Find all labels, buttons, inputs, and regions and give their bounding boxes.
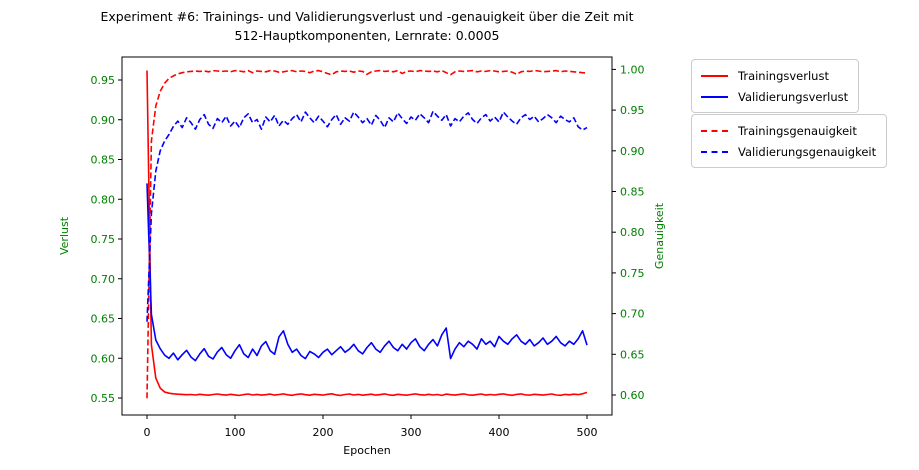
y-right-tick-label: 0.85 — [620, 186, 645, 199]
chart-title-line2: 512-Hauptkomponenten, Lernrate: 0.0005 — [235, 28, 500, 43]
x-tick-label: 500 — [577, 426, 598, 439]
trainingsgenauigkeit-line-sample-icon — [701, 129, 728, 132]
y-right-tick-label: 1.00 — [620, 63, 645, 76]
y-left-tick-label: 0.70 — [91, 273, 116, 286]
y-axis-label-left: Verlust — [58, 216, 71, 255]
y-right-tick-label: 0.70 — [620, 308, 645, 321]
legend-loss: Trainingsverlust Validierungsverlust — [691, 59, 860, 113]
y-left-tick-label: 0.95 — [91, 74, 116, 87]
axes-frame — [121, 56, 613, 416]
x-tick-label: 400 — [489, 426, 510, 439]
validierungsgenauigkeit-line-sample-icon — [701, 150, 728, 153]
y-right-tick-label: 0.80 — [620, 226, 645, 239]
y-left-tick-label: 0.60 — [91, 352, 116, 365]
y-left-tick-label: 0.65 — [91, 313, 116, 326]
chart-title-line1: Experiment #6: Trainings- und Validierun… — [100, 9, 633, 24]
y-left-tick-label: 0.55 — [91, 392, 116, 405]
legend-item: Trainingsgenauigkeit — [701, 120, 876, 141]
legend-item: Validierungsgenauigkeit — [701, 141, 876, 162]
y-right-tick-label: 0.90 — [620, 145, 645, 158]
y-left-tick-label: 0.75 — [91, 233, 116, 246]
series-line-trainingsgenauigkeit — [146, 69, 588, 399]
x-tick-label: 0 — [144, 426, 151, 439]
legend-item: Validierungsverlust — [701, 86, 848, 107]
x-tick-label: 300 — [401, 426, 422, 439]
series-lines — [146, 69, 588, 399]
axis-ticks: 0 100 200 300 400 500 0.55 0.60 0.65 0.70 0.75 0.80… — [91, 63, 645, 439]
y-right-tick-label: 0.95 — [620, 104, 645, 117]
series-line-trainingsverlust — [146, 70, 588, 397]
y-left-tick-label: 0.80 — [91, 193, 116, 206]
series-line-validierungsverlust — [146, 183, 588, 362]
validierungsverlust-line-sample-icon — [701, 95, 728, 98]
legend-label: Validierungsgenauigkeit — [738, 144, 877, 159]
legend-item: Trainingsverlust — [701, 65, 848, 86]
series-line-validierungsgenauigkeit — [146, 110, 588, 322]
y-axis-label-right: Genauigkeit — [653, 202, 666, 269]
y-right-tick-label: 0.60 — [620, 389, 645, 402]
trainingsverlust-line-sample-icon — [701, 74, 728, 77]
y-right-tick-label: 0.75 — [620, 267, 645, 280]
legend-label: Trainingsverlust — [738, 68, 829, 83]
x-tick-label: 200 — [313, 426, 334, 439]
legend-label: Trainingsgenauigkeit — [738, 123, 857, 138]
legend-accuracy: Trainingsgenauigkeit Validierungsgenauig… — [691, 114, 888, 168]
y-left-tick-label: 0.90 — [91, 114, 116, 127]
legend-label: Validierungsverlust — [738, 89, 849, 104]
y-left-tick-label: 0.85 — [91, 154, 116, 167]
x-tick-label: 100 — [225, 426, 246, 439]
x-axis-label: Epochen — [343, 444, 390, 457]
y-right-tick-label: 0.65 — [620, 348, 645, 361]
